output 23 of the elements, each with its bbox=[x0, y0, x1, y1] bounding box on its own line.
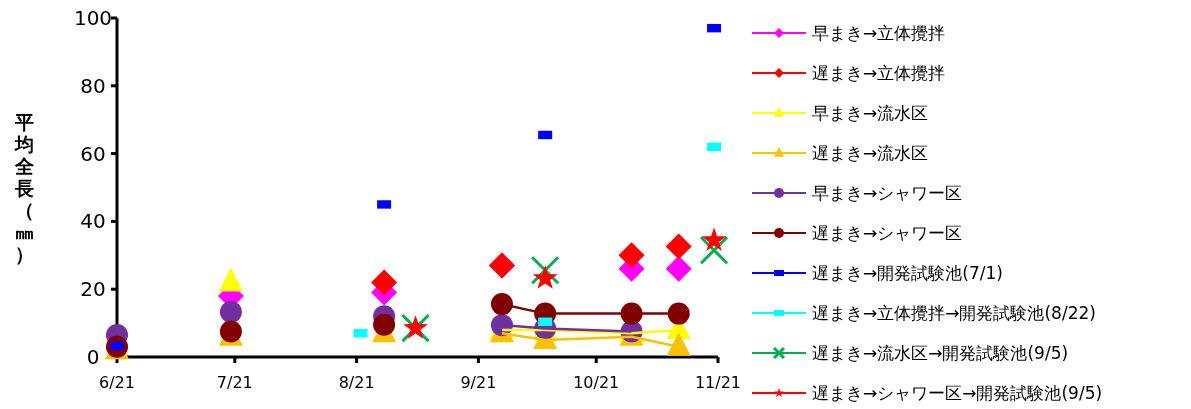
legend-label: 遅まき→シャワー区 bbox=[812, 223, 963, 243]
legend-label: 遅まき→シャワー区→開発試験池(9/5) bbox=[812, 383, 1103, 403]
x-tick-label: 8/21 bbox=[338, 373, 375, 392]
y-tick-label: 0 bbox=[86, 345, 100, 369]
legend-label: 遅まき→立体攪拌→開発試験池(8/22) bbox=[812, 303, 1096, 323]
y-tick-label: 80 bbox=[80, 73, 106, 98]
legend-label: 遅まき→流水区→開発試験池(9/5) bbox=[812, 343, 1069, 363]
y-tick-label: 100 bbox=[73, 6, 113, 30]
x-tick-label: 6/21 bbox=[99, 373, 135, 392]
legend-label: 早まき→流水区 bbox=[812, 103, 929, 123]
legend-label: 早まき→立体攪拌 bbox=[812, 23, 946, 43]
y-tick-label: 20 bbox=[80, 277, 106, 302]
x-tick-label: 11/21 bbox=[694, 373, 742, 392]
legend-label: 遅まき→立体攪拌 bbox=[812, 63, 946, 83]
x-tick-label: 10/21 bbox=[573, 373, 620, 392]
legend-label: 早まき→シャワー区 bbox=[812, 183, 963, 203]
y-axis-title: 平均全長（㎜） bbox=[13, 110, 35, 265]
x-tick-label: 9/21 bbox=[460, 373, 497, 392]
legend-label: 遅まき→流水区 bbox=[812, 143, 929, 163]
legend-label: 遅まき→開発試験池(7/1) bbox=[812, 263, 1003, 283]
x-tick-label: 7/21 bbox=[216, 373, 253, 392]
y-tick-label: 40 bbox=[80, 209, 106, 234]
y-tick-label: 60 bbox=[80, 141, 106, 166]
